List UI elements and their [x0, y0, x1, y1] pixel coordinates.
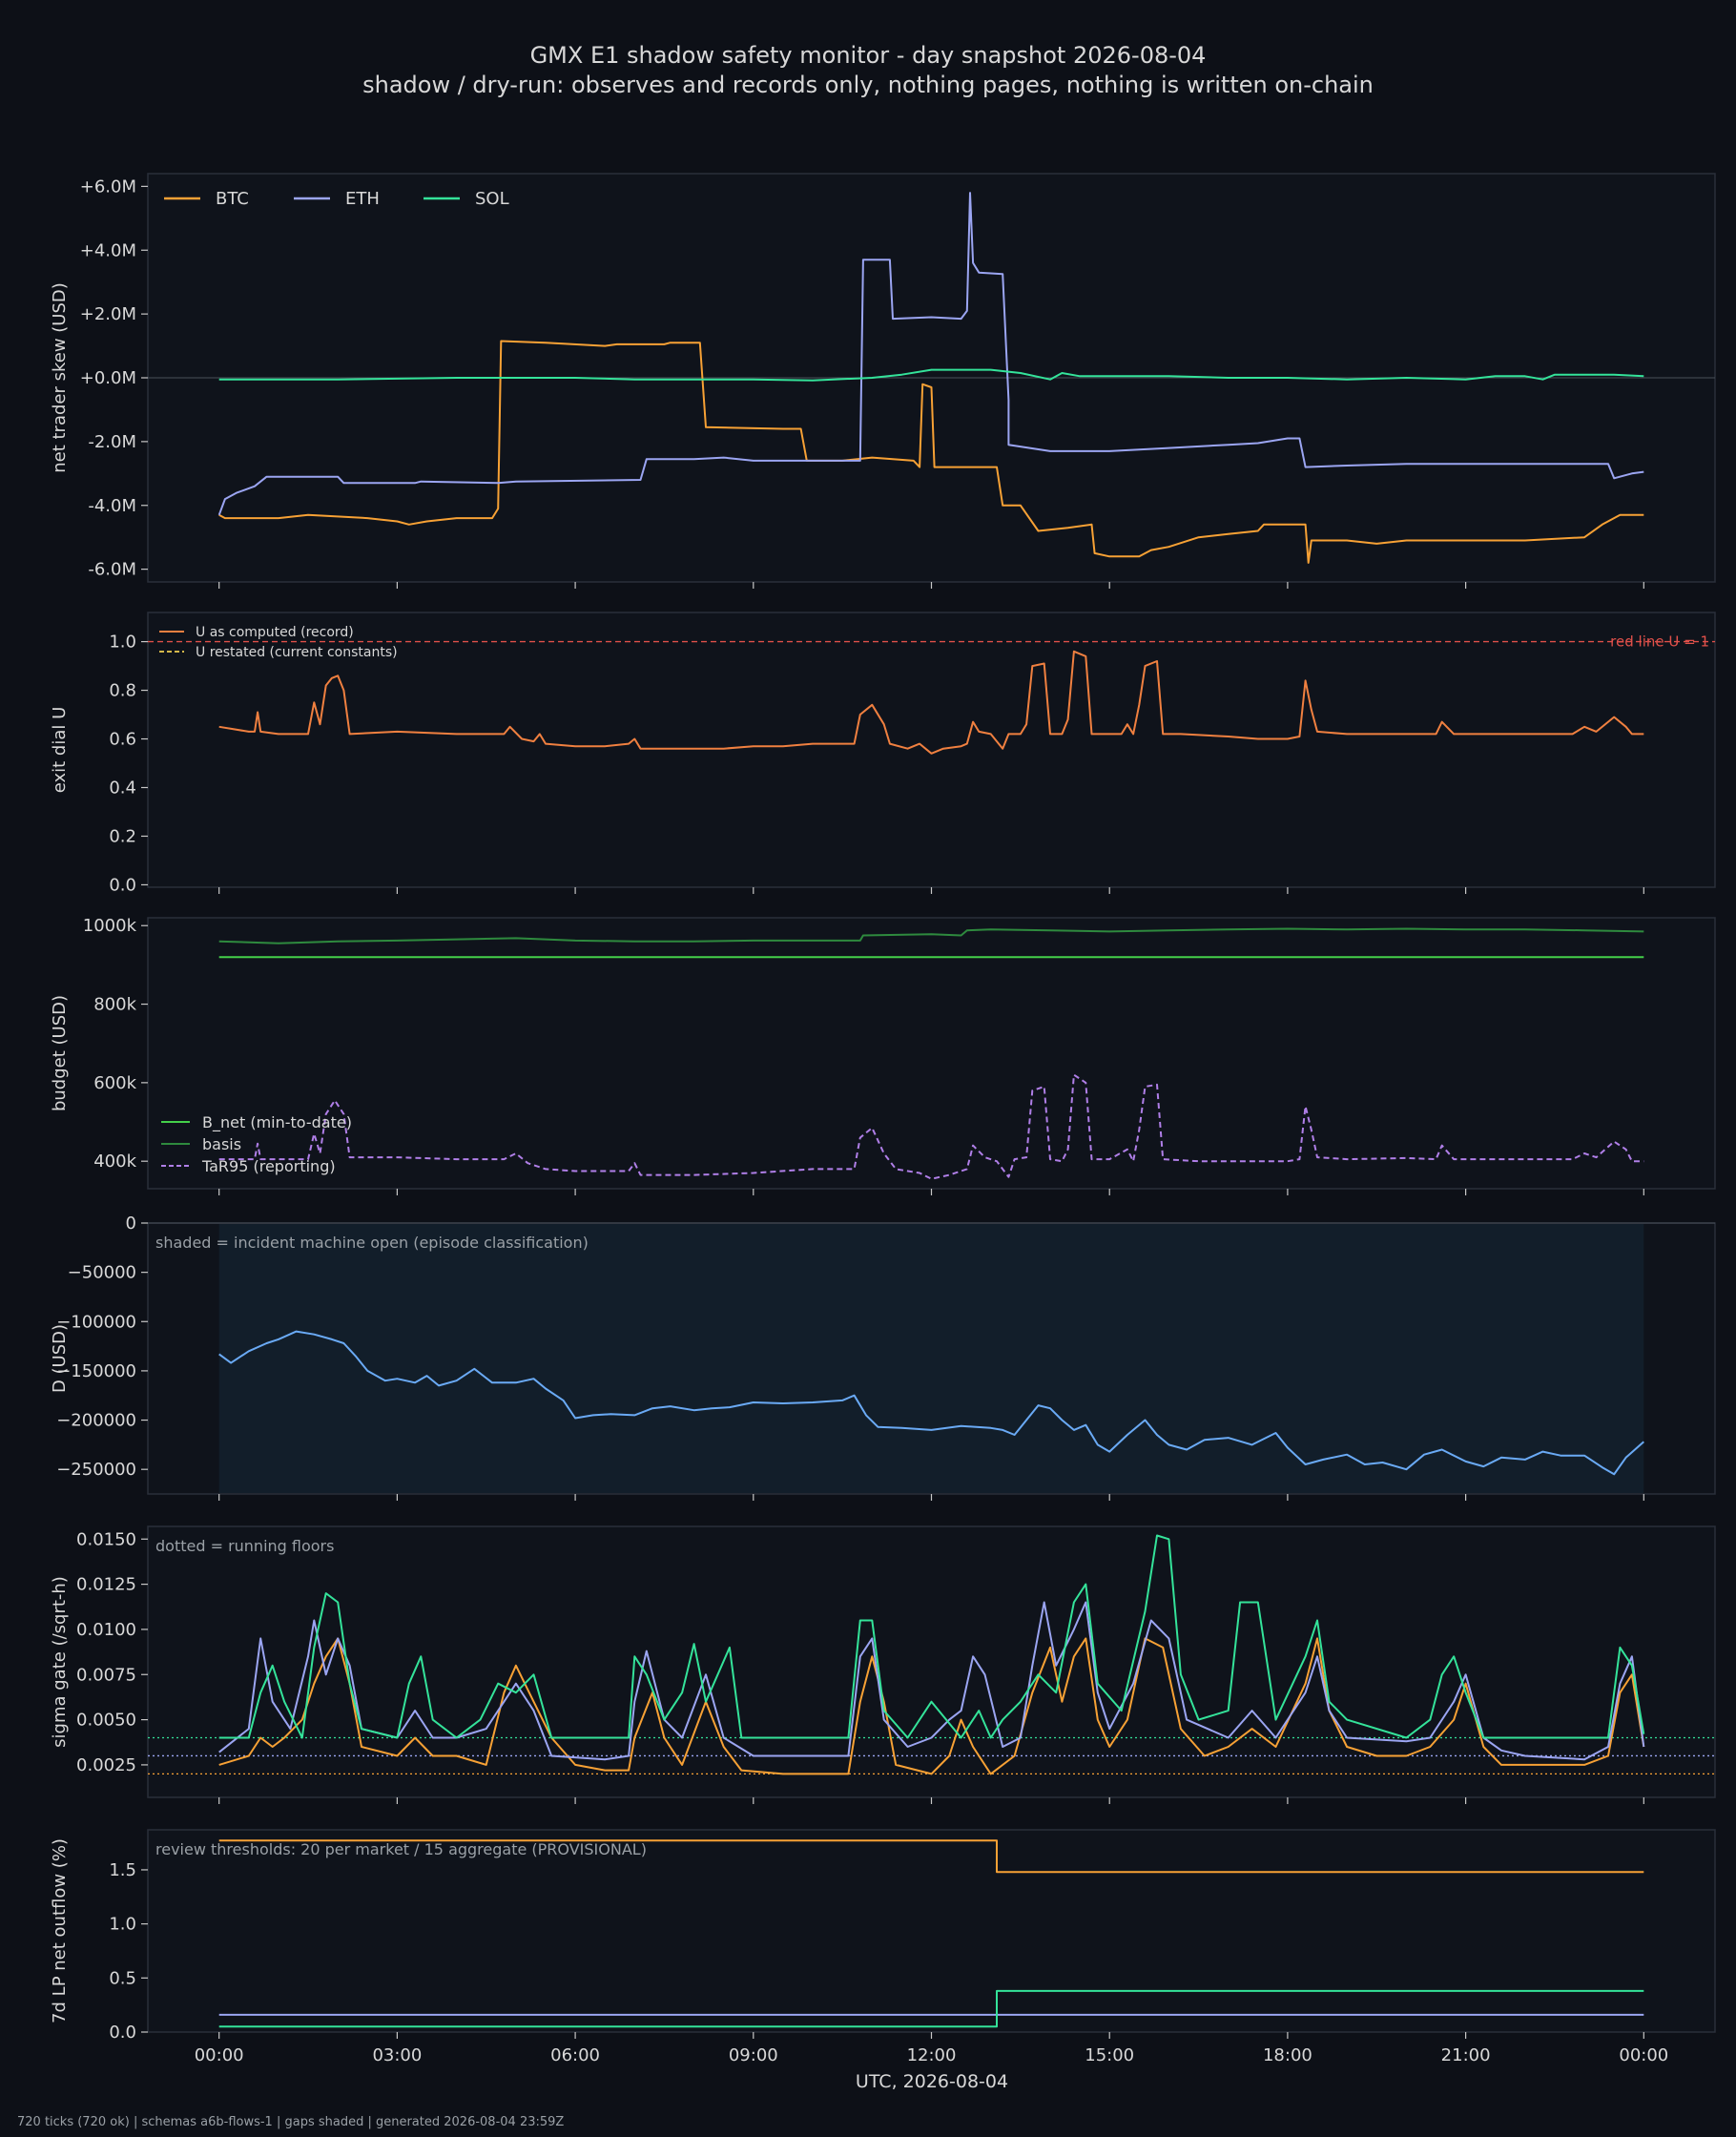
u-legend-item: U restated (current constants) [159, 645, 398, 660]
budget-y-axis-label: budget (USD) [50, 995, 70, 1111]
u-y-tick-label: 0.0 [109, 875, 136, 895]
u-y-tick-label: 0.6 [109, 730, 136, 750]
skew-y-tick-label: +0.0M [80, 368, 136, 388]
skew-legend-label: BTC [216, 189, 249, 209]
budget-legend-item: TaR95 (reporting) [161, 1157, 336, 1175]
d-y-tick-label: −200000 [56, 1411, 136, 1431]
d-series-d [218, 1330, 1644, 1476]
skew-series-sol [218, 368, 1644, 382]
lp-y-tick-label: 0.0 [109, 2023, 136, 2043]
sigma-y-axis-label: sigma gate (/sqrt-h) [50, 1576, 70, 1748]
skew-series-eth [217, 192, 1644, 516]
sigma-series-sol [218, 1534, 1645, 1739]
x-tick-label: 12:00 [907, 2045, 957, 2065]
budget-y-tick-label: 1000k [83, 916, 137, 936]
sigma-series-btc [218, 1637, 1645, 1775]
budget-legend-label: B_net (min-to-date) [202, 1113, 352, 1132]
x-tick-label: 00:00 [195, 2045, 244, 2065]
sigma-y-tick-label: 0.0025 [76, 1755, 136, 1775]
sigma-y-tick-label: 0.0050 [76, 1711, 136, 1731]
u-y-tick-label: 0.2 [109, 826, 136, 846]
sigma-y-tick-label: 0.0100 [76, 1620, 136, 1640]
skew-y-axis-label: net trader skew (USD) [50, 282, 70, 473]
skew-y-tick-label: -6.0M [88, 560, 136, 580]
sigma-note: dotted = running floors [155, 1537, 334, 1555]
x-tick-label: 06:00 [550, 2045, 600, 2065]
figure-title: GMX E1 shadow safety monitor - day snaps… [530, 42, 1207, 69]
budget-y-tick-label: 400k [93, 1151, 136, 1172]
d-y-axis-label: D (USD) [50, 1324, 70, 1393]
skew-legend-item: BTC [164, 189, 249, 209]
budget-legend-item: B_net (min-to-date) [161, 1113, 352, 1132]
panel-sigma: 0.0025 0.0050 0.0075 0.0100 0.0125 0.0150 sigm… [50, 1525, 1716, 1804]
panel-d: 0 −50000 −100000 −150000 −200000 −250000 D (US… [50, 1214, 1716, 1501]
sigma-frame [147, 1525, 1716, 1798]
d-note: shaded = incident machine open (episode … [155, 1234, 589, 1252]
budget-frame [147, 917, 1716, 1190]
lp-note: review thresholds: 20 per market / 15 ag… [155, 1840, 647, 1858]
u-y-tick-label: 0.4 [109, 778, 136, 799]
x-tick-label: 00:00 [1619, 2045, 1668, 2065]
u-redline-label: red line U = 1 [1610, 633, 1709, 651]
lp-series-btc [218, 1839, 1644, 1874]
d-y-tick-label: −250000 [56, 1460, 136, 1480]
x-tick-label: 21:00 [1441, 2045, 1491, 2065]
skew-y-tick-label: -2.0M [88, 432, 136, 452]
lp-series-sol [218, 1989, 1644, 2028]
budget-legend-item: basis [161, 1135, 241, 1153]
sigma-series-eth [218, 1601, 1645, 1761]
skew-y-tick-label: +2.0M [80, 304, 136, 324]
lp-y-tick-label: 0.5 [109, 1968, 136, 1988]
skew-legend-label: ETH [345, 189, 380, 209]
sigma-y-tick-label: 0.0075 [76, 1665, 136, 1685]
d-y-tick-label: 0 [126, 1214, 136, 1234]
u-y-tick-label: 1.0 [109, 633, 136, 653]
u-series-u-as-computed-record- [218, 650, 1644, 755]
lp-y-tick-label: 1.0 [109, 1915, 136, 1935]
u-frame [147, 612, 1716, 888]
x-axis-label: UTC, 2026-08-04 [856, 2071, 1008, 2092]
x-tick-label: 18:00 [1263, 2045, 1312, 2065]
d-y-tick-label: −100000 [56, 1312, 136, 1332]
x-tick-label: 03:00 [372, 2045, 422, 2065]
chart-panels: -6.0M -4.0M -2.0M +0.0M +2.0M +4.0M +6.0M net t… [50, 173, 1716, 2065]
u-y-tick-label: 0.8 [109, 681, 136, 701]
u-legend-label: U restated (current constants) [196, 645, 398, 660]
d-y-tick-label: −150000 [56, 1361, 136, 1381]
skew-legend-item: SOL [424, 189, 509, 209]
budget-series-tar95-reporting- [218, 1073, 1644, 1180]
skew-legend-item: ETH [294, 189, 380, 209]
x-tick-label: 15:00 [1085, 2045, 1134, 2065]
panel-skew: -6.0M -4.0M -2.0M +0.0M +2.0M +4.0M +6.0M net t… [50, 173, 1716, 589]
sigma-y-tick-label: 0.0125 [76, 1575, 136, 1595]
u-legend-item: U as computed (record) [159, 625, 354, 640]
lp-frame [147, 1829, 1716, 2033]
skew-series-btc [218, 340, 1644, 564]
skew-y-tick-label: +4.0M [80, 240, 136, 260]
panel-lp: 0.0 0.5 1.0 1.5 00:00 03:00 06:00 09:00 12:00 15:… [50, 1829, 1716, 2065]
budget-legend-label: basis [202, 1135, 241, 1153]
skew-y-tick-label: +6.0M [80, 176, 136, 197]
budget-series-basis [218, 927, 1644, 944]
footer-status: 720 ticks (720 ok) | schemas a6b-flows-1… [17, 2115, 564, 2129]
u-legend-label: U as computed (record) [196, 625, 354, 640]
panel-u: 0.0 0.2 0.4 0.6 0.8 1.0 exit dial U red line U … [50, 612, 1716, 895]
panel-budget: 400k 600k 800k 1000k budget (USD) B_net (min-… [50, 916, 1716, 1195]
d-y-tick-label: −50000 [68, 1263, 136, 1283]
budget-legend-label: TaR95 (reporting) [201, 1157, 336, 1175]
budget-y-tick-label: 800k [93, 995, 136, 1015]
skew-legend-label: SOL [475, 189, 509, 209]
u-y-axis-label: exit dial U [50, 707, 70, 794]
sigma-y-tick-label: 0.0150 [76, 1529, 136, 1549]
lp-y-tick-label: 1.5 [109, 1860, 136, 1880]
budget-y-tick-label: 600k [93, 1073, 136, 1093]
lp-y-axis-label: 7d LP net outflow (%) [50, 1838, 70, 2023]
x-tick-label: 09:00 [729, 2045, 778, 2065]
d-shade [218, 1224, 1644, 1493]
skew-y-tick-label: -4.0M [88, 496, 136, 516]
figure-subtitle: shadow / dry-run: observes and records o… [362, 72, 1374, 98]
